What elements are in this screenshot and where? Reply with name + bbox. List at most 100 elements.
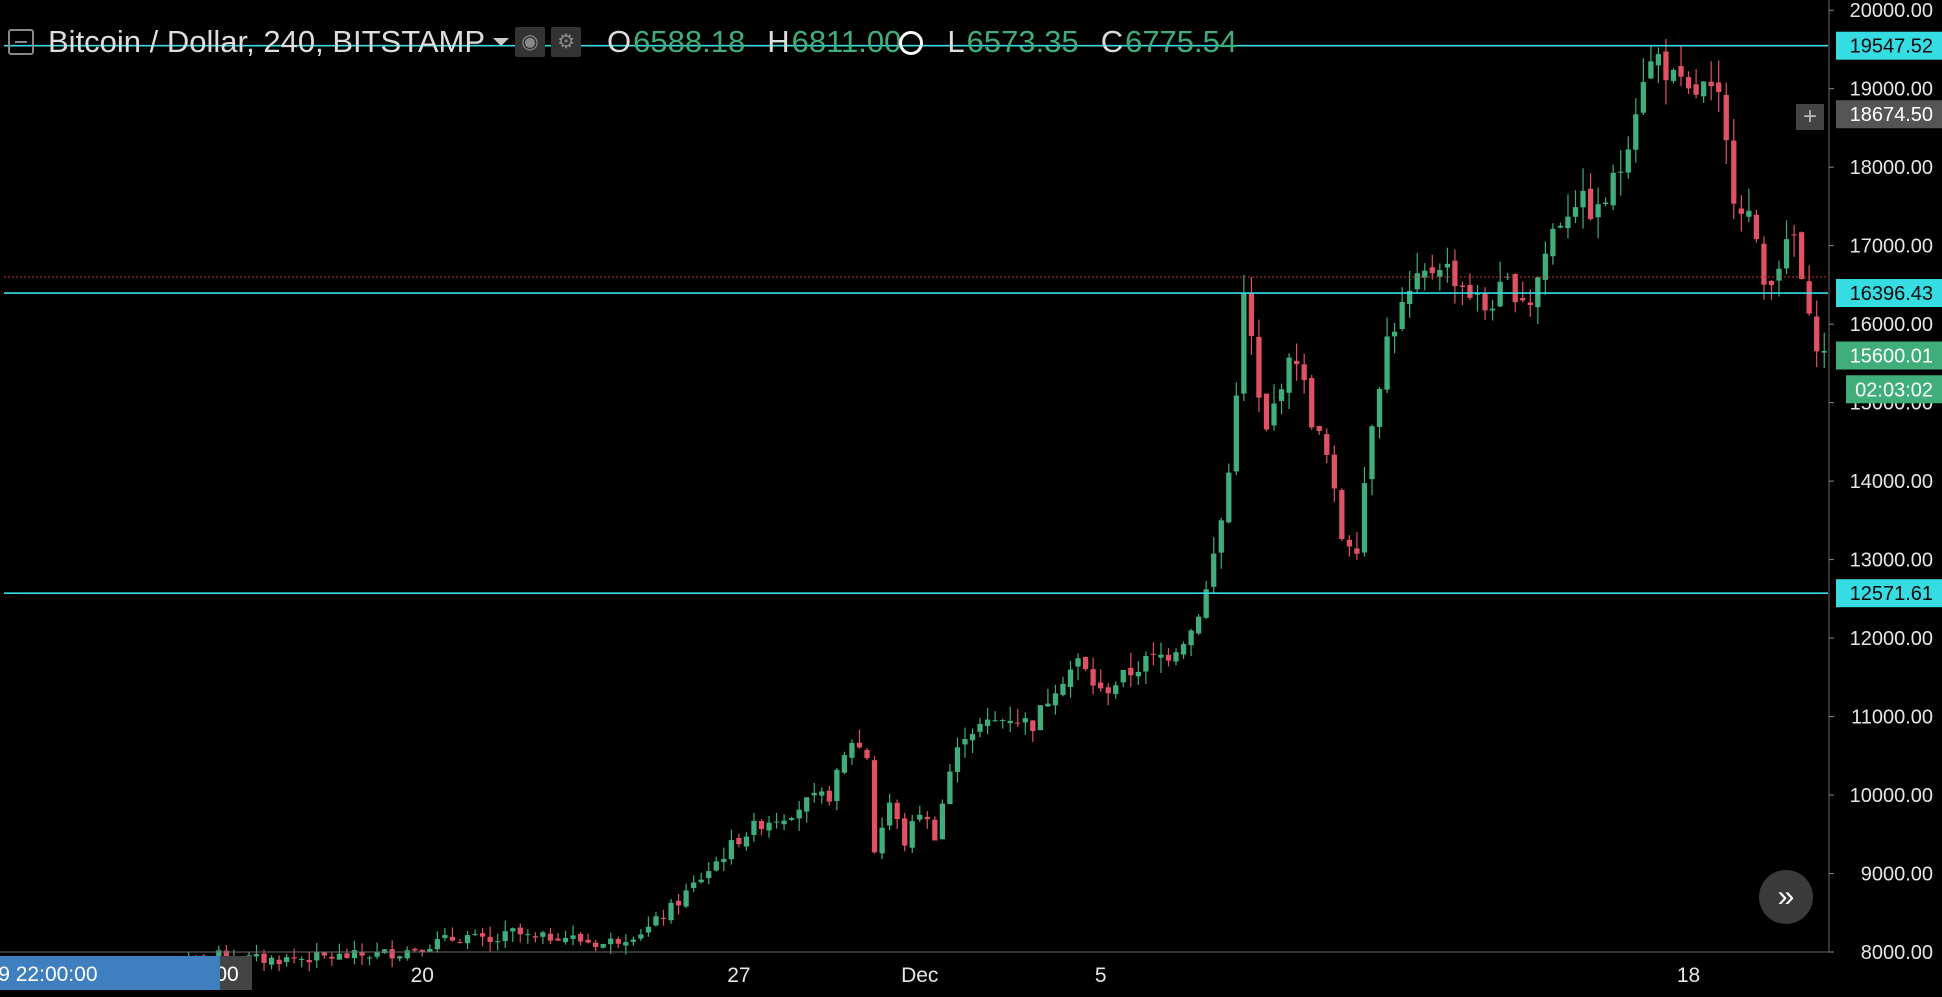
candle-body (623, 942, 629, 946)
countdown-price-badge-label: 02:03:02 (1855, 379, 1933, 401)
candle-body (1369, 426, 1375, 480)
candle-body (404, 950, 410, 959)
candle-body (1354, 548, 1360, 554)
candle-body (645, 926, 652, 933)
candle-body (1587, 188, 1594, 220)
candle-body (1716, 82, 1722, 93)
candle-body (1060, 683, 1066, 695)
candle-body (1505, 276, 1511, 278)
candle-body (1723, 94, 1729, 141)
price-tick-label: 11000.00 (1851, 707, 1933, 729)
candle-body (1761, 243, 1767, 285)
candle-body (253, 954, 260, 957)
candle-body (1286, 357, 1292, 393)
candle-body (1120, 669, 1126, 683)
candle-body (1746, 210, 1752, 217)
candle-body (1271, 403, 1277, 426)
candle-body (306, 959, 312, 963)
scroll-to-realtime-button[interactable]: » (1759, 870, 1813, 924)
candle-body (1768, 281, 1775, 286)
candle-body (600, 944, 606, 948)
candle-body (261, 953, 267, 963)
price-tick-label: 9000.00 (1861, 864, 1933, 886)
candle-body (1798, 232, 1805, 279)
candle-body (1173, 652, 1179, 662)
symbol-legend[interactable]: Bitcoin / Dollar, 240, BITSTAMP ◉ ⚙ O658… (8, 18, 1237, 66)
candle-body (1188, 630, 1194, 646)
eye-icon[interactable]: ◉ (515, 27, 546, 57)
candle-body (1309, 378, 1315, 428)
candle-body (1708, 81, 1714, 87)
candle-body (1678, 65, 1684, 77)
candle-body (1301, 364, 1307, 381)
candle-body (1670, 69, 1677, 81)
price-tick-label: 10000.00 (1850, 785, 1933, 807)
add-alert-button[interactable]: + (1796, 104, 1824, 130)
candle-body (796, 809, 802, 819)
chevron-down-icon[interactable] (493, 38, 510, 46)
candle-body (381, 949, 388, 954)
candle-body (1075, 658, 1081, 667)
candle-body (826, 790, 832, 802)
candle-body (1557, 225, 1564, 228)
candle-body (1211, 553, 1217, 587)
close-key: C (1100, 24, 1124, 59)
candle-body (366, 957, 373, 959)
candle-body (1218, 520, 1224, 553)
candle-body (1196, 616, 1202, 634)
candle-body (427, 948, 433, 953)
candle-body (1067, 669, 1074, 687)
candle-body (1015, 722, 1021, 724)
countdown-price-badge (1846, 375, 1942, 404)
candle-body (766, 822, 772, 831)
candle-body (1037, 705, 1044, 731)
candle-body (954, 747, 961, 772)
price-tick-label: 14000.00 (1850, 471, 1933, 493)
crosshair-date-badge-label: 2017-12-09 22:00:00 (0, 963, 98, 986)
candle-body (1263, 393, 1270, 430)
candle-body (412, 948, 418, 951)
candle-body (374, 951, 380, 957)
candle-body (1640, 82, 1646, 113)
candle-body (1603, 202, 1609, 204)
candle-body (487, 936, 493, 942)
candle-body (1150, 653, 1157, 655)
candle-body (1731, 140, 1737, 204)
candle-body (299, 958, 305, 960)
candle-body (1339, 490, 1345, 540)
candle-body (1572, 207, 1579, 217)
candle-body (1098, 682, 1104, 689)
candle-body (1256, 336, 1262, 398)
candle-body (1324, 434, 1330, 455)
candle-body (984, 719, 991, 726)
candle-body (1241, 293, 1247, 394)
symbol-title[interactable]: Bitcoin / Dollar, 240, BITSTAMP (48, 24, 486, 59)
candle-body (992, 720, 998, 722)
candle-body (1520, 297, 1526, 301)
gear-icon[interactable]: ⚙ (551, 27, 582, 57)
collapse-legend-icon[interactable] (8, 29, 34, 55)
candle-body (1135, 671, 1141, 677)
candle-body (336, 953, 343, 960)
close-value: 6775.54 (1125, 24, 1238, 59)
candle-body (585, 939, 591, 943)
candle-body (811, 792, 817, 796)
candle-body (562, 937, 569, 943)
time-tick-label: 18 (1677, 964, 1700, 987)
time-tick-label: 5 (1095, 964, 1107, 987)
line-price-badge-label: 12571.61 (1850, 583, 1933, 605)
candle-body (1821, 350, 1827, 353)
candle-body (472, 933, 478, 935)
candle-body (434, 939, 441, 950)
candle-body (1331, 454, 1337, 489)
line-price-badge-label: 19547.52 (1850, 36, 1933, 58)
candle-body (1459, 285, 1466, 287)
candle-body (457, 942, 463, 944)
candle-body (1203, 589, 1209, 618)
candle-body (1542, 253, 1548, 280)
candle-body (464, 935, 471, 944)
candle-body (1685, 77, 1692, 89)
candle-body (449, 936, 456, 941)
